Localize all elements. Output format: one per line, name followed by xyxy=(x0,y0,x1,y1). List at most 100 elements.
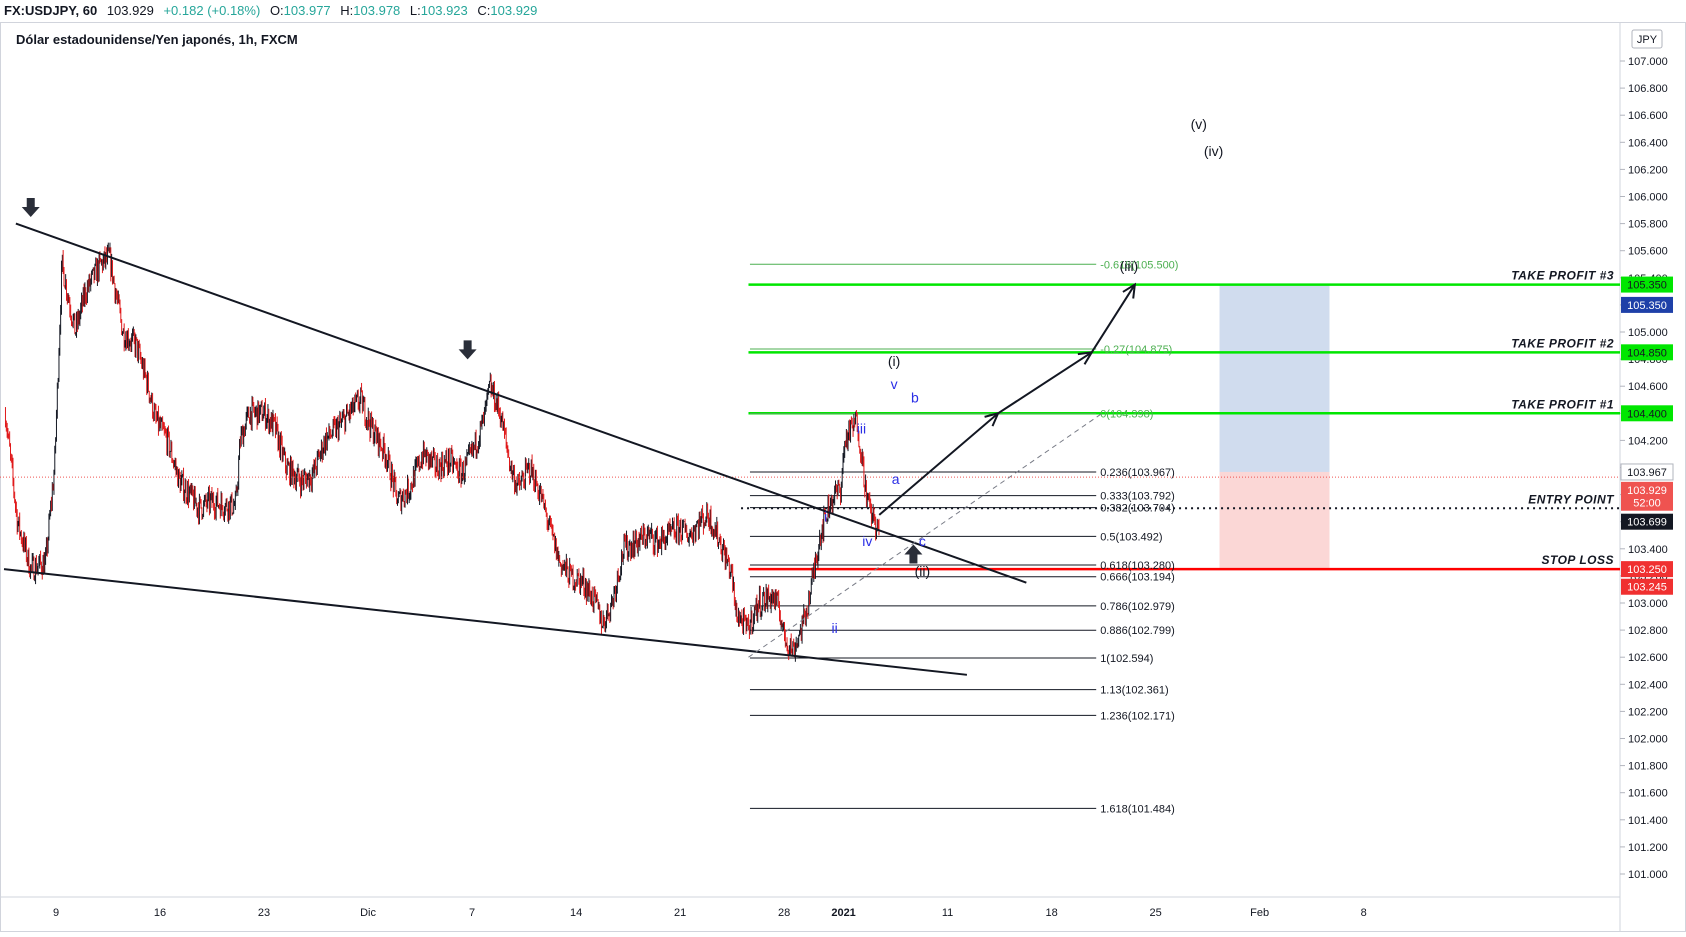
trendline-projection[interactable] xyxy=(878,284,1136,516)
wave-label[interactable]: (i) xyxy=(888,353,900,369)
x-tick-label: 2021 xyxy=(831,907,855,919)
fib-level-label: 0.236(103.967) xyxy=(1100,467,1175,479)
price-badge-text: 105.350 xyxy=(1627,300,1667,312)
price-badge xyxy=(1621,344,1673,361)
x-tick-label: 23 xyxy=(258,907,270,919)
x-tick-label: 16 xyxy=(154,907,166,919)
low-value: 103.923 xyxy=(420,3,468,18)
chart-svg[interactable]: Dólar estadounidense/Yen japonés, 1h, FX… xyxy=(0,22,1686,932)
price-badge-text: 52:00 xyxy=(1633,498,1661,510)
y-tick-label: 101.800 xyxy=(1628,761,1668,773)
low-label: L: xyxy=(409,3,421,18)
trade-level-label: TAKE PROFIT #3 xyxy=(1511,269,1614,283)
wave-label[interactable]: a xyxy=(892,471,900,487)
position-stop-zone[interactable] xyxy=(1219,471,1330,570)
chart-title: Dólar estadounidense/Yen japonés, 1h, FX… xyxy=(16,32,298,47)
trendline-upper-wedge[interactable] xyxy=(15,222,1027,584)
wave-label[interactable]: ii xyxy=(832,620,838,636)
y-tick-label: 106.400 xyxy=(1628,137,1668,149)
currency-badge-box[interactable] xyxy=(1631,29,1663,49)
x-tick-label: 7 xyxy=(469,907,475,919)
price-badge-text: 105.350 xyxy=(1627,280,1667,292)
open-value: 103.977 xyxy=(283,3,331,18)
fib-level-label: -0.618(105.500) xyxy=(1100,259,1178,271)
price-badge-text: 103.699 xyxy=(1627,517,1667,529)
wave-label[interactable]: b xyxy=(911,389,919,405)
currency-badge[interactable]: JPY xyxy=(1637,34,1658,46)
x-tick-label: Feb xyxy=(1250,907,1269,919)
wave-label[interactable]: (iii) xyxy=(1120,258,1139,274)
x-tick-label: 21 xyxy=(674,907,686,919)
x-tick-label: 8 xyxy=(1361,907,1367,919)
y-tick-label: 101.600 xyxy=(1628,788,1668,800)
price-badge xyxy=(1621,578,1673,595)
price-badge xyxy=(1621,561,1673,578)
price-badge xyxy=(1621,276,1673,293)
fib-level-label: -0.27(104.875) xyxy=(1100,344,1172,356)
wave-label[interactable]: iv xyxy=(862,533,872,549)
x-tick-label: 25 xyxy=(1150,907,1162,919)
x-tick-label: 9 xyxy=(53,907,59,919)
projection-arrowhead xyxy=(984,411,1000,427)
x-tick-label: 28 xyxy=(778,907,790,919)
fib-level-label: 0.5(103.492) xyxy=(1100,531,1162,543)
fib-level-label: 0.618(103.280) xyxy=(1100,560,1175,572)
projection-arrowhead xyxy=(1077,351,1094,365)
fib-level-label: 1.618(101.484) xyxy=(1100,803,1175,815)
y-tick-label: 106.600 xyxy=(1628,110,1668,122)
fib-level-label: 0(104.398) xyxy=(1100,409,1153,421)
y-tick-label: 101.000 xyxy=(1628,869,1668,881)
price-badge-text: 103.250 xyxy=(1627,564,1667,576)
arrow-up-icon[interactable] xyxy=(904,544,923,564)
wave-label[interactable]: (v) xyxy=(1191,116,1207,132)
price-badge-text: 103.245 xyxy=(1627,582,1667,594)
high-label: H: xyxy=(340,3,354,18)
projection-arrowhead xyxy=(1122,282,1137,299)
fib-level-label: 1(102.594) xyxy=(1100,653,1153,665)
y-tick-label: 102.000 xyxy=(1628,734,1668,746)
arrow-down-icon[interactable] xyxy=(458,340,477,360)
price-badge-text: 103.967 xyxy=(1627,467,1667,479)
wave-label[interactable]: v xyxy=(891,376,898,392)
symbol-name[interactable]: FX:USDJPY, 60 xyxy=(4,3,98,18)
trendline-lower-wedge[interactable] xyxy=(3,568,968,676)
x-tick-label: 11 xyxy=(942,907,953,919)
arrow-down-icon[interactable] xyxy=(21,198,40,218)
y-tick-label: 106.800 xyxy=(1628,83,1668,95)
y-tick-label: 103.000 xyxy=(1628,598,1668,610)
price-badge xyxy=(1620,463,1674,481)
price-badge xyxy=(1621,494,1673,511)
y-tick-label: 102.200 xyxy=(1628,706,1668,718)
fib-level-label: 1.236(102.171) xyxy=(1100,710,1175,722)
close-value: 103.929 xyxy=(490,3,538,18)
chart-area[interactable]: Dólar estadounidense/Yen japonés, 1h, FX… xyxy=(0,22,1686,937)
fib-level-label: 0.382(103.704) xyxy=(1100,503,1175,515)
wave-label[interactable]: c xyxy=(919,533,926,549)
wave-label[interactable]: (ii) xyxy=(915,563,931,579)
y-tick-label: 105.600 xyxy=(1628,246,1668,258)
wave-label[interactable]: (iv) xyxy=(1204,143,1223,159)
y-tick-label: 102.800 xyxy=(1628,625,1668,637)
y-tick-label: 102.400 xyxy=(1628,679,1668,691)
wave-label[interactable]: i xyxy=(824,509,827,525)
price-badge-text: 103.929 xyxy=(1627,485,1667,497)
price-badge xyxy=(1621,405,1673,422)
symbol-header: FX:USDJPY, 60 103.929 +0.182 (+0.18%) O:… xyxy=(0,0,1686,22)
y-tick-label: 106.000 xyxy=(1628,192,1668,204)
price-badge xyxy=(1621,513,1673,530)
position-target-zone[interactable] xyxy=(1219,284,1330,472)
y-tick-label: 107.000 xyxy=(1628,56,1668,68)
y-tick-label: 104.600 xyxy=(1628,381,1668,393)
y-tick-label: 106.200 xyxy=(1628,164,1668,176)
price-badge-text: 104.400 xyxy=(1627,408,1667,420)
price-badge-text: 104.850 xyxy=(1627,347,1667,359)
fib-level-label: 0.886(102.799) xyxy=(1100,625,1175,637)
x-tick-label: 14 xyxy=(570,907,582,919)
last-price: 103.929 xyxy=(106,3,154,18)
fib-level-label: 0.786(102.979) xyxy=(1100,601,1175,613)
x-tick-label: Dic xyxy=(360,907,376,919)
wave-label[interactable]: iii xyxy=(857,421,866,437)
fib-level-label: 0.666(103.194) xyxy=(1100,572,1175,584)
y-tick-label: 101.400 xyxy=(1628,815,1668,827)
y-tick-label: 101.200 xyxy=(1628,842,1668,854)
